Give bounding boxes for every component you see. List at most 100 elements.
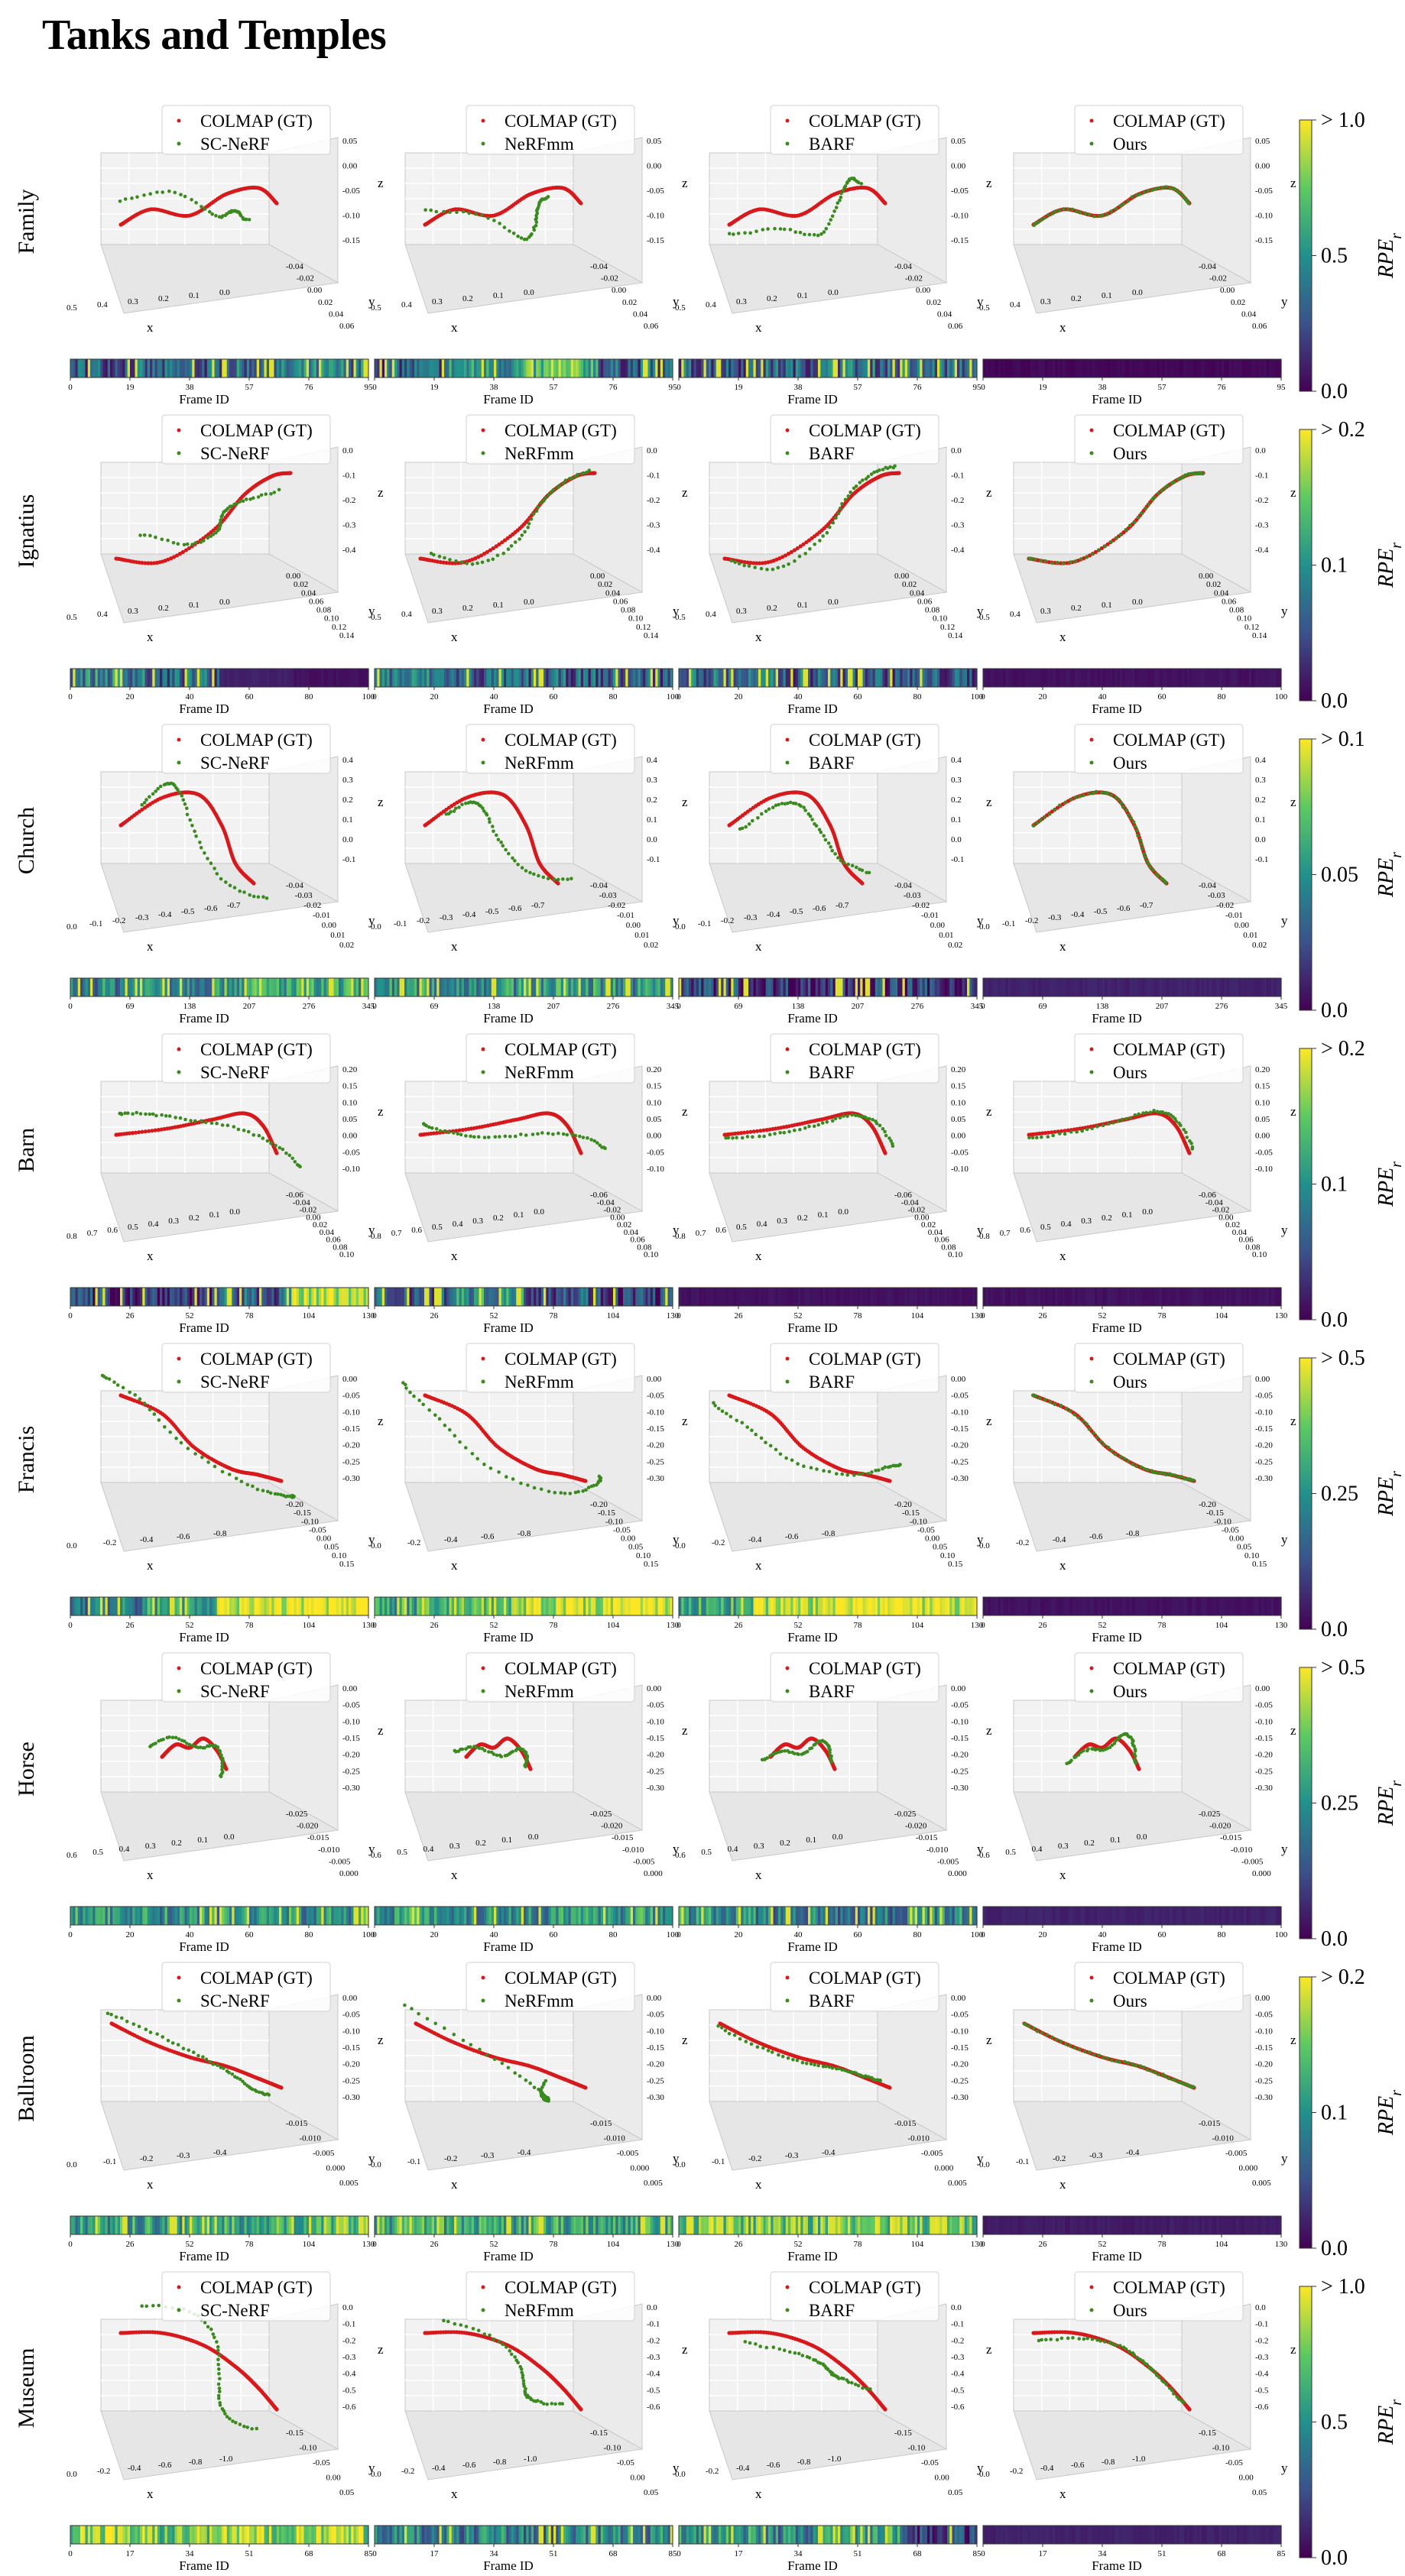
- rpe-cell: [112, 669, 116, 687]
- rpe-cell: [1234, 669, 1238, 687]
- x-tick-label: 0.2: [767, 294, 777, 303]
- z-tick-label: -0.3: [647, 521, 660, 530]
- y-tick-label: 0.10: [933, 614, 948, 624]
- method-point: [199, 846, 203, 850]
- method-point: [461, 209, 466, 214]
- method-point: [893, 464, 897, 468]
- rpe-cell: [620, 669, 624, 687]
- rpe-cell: [476, 669, 480, 687]
- rpe-cell: [790, 669, 794, 687]
- method-point: [527, 522, 531, 526]
- rpe-cell: [560, 669, 564, 687]
- method-point: [1073, 795, 1078, 799]
- rpe-cell: [1244, 669, 1248, 687]
- rpe-cell: [249, 359, 252, 377]
- rpe-cell: [686, 669, 690, 687]
- rpe-cell: [914, 359, 918, 377]
- gt-point: [1093, 549, 1098, 555]
- x-tick-label: -0.4: [158, 910, 172, 919]
- rpe-strip-frame: [70, 668, 369, 688]
- rpe-cell: [77, 669, 81, 687]
- rpe-cell: [858, 669, 861, 687]
- legend-method-marker: [481, 451, 485, 455]
- x-tick-label: 0.4: [1010, 300, 1020, 309]
- rpe-cell: [496, 669, 500, 687]
- method-point: [290, 1156, 295, 1161]
- method-point: [812, 1124, 816, 1129]
- frame-axis-label: Frame ID: [483, 392, 534, 407]
- rpe-cell: [1278, 669, 1282, 687]
- rpe-cell: [890, 359, 894, 377]
- method-point: [472, 1135, 476, 1139]
- rpe-cell: [855, 359, 858, 377]
- legend-gt-marker: [177, 428, 181, 433]
- method-point: [430, 1126, 434, 1130]
- rpe-cell: [1176, 359, 1180, 377]
- rpe-cell: [1124, 669, 1128, 687]
- gt-point: [1105, 542, 1110, 546]
- z-tick-label: -0.4: [951, 546, 965, 555]
- frame-tick-label: 0: [677, 692, 681, 702]
- y-tick-label: 0.08: [316, 606, 332, 615]
- y-tick-label: -0.03: [599, 891, 617, 900]
- rpe-cell: [474, 669, 477, 687]
- rpe-cell: [224, 669, 228, 687]
- rpe-cell: [77, 359, 81, 377]
- rpe-cell: [323, 359, 327, 377]
- rpe-cell: [531, 669, 534, 687]
- method-point: [561, 1132, 566, 1136]
- rpe-cell: [894, 359, 898, 377]
- rpe-cell: [385, 359, 388, 377]
- rpe-cell: [411, 359, 415, 377]
- legend-box: [161, 105, 331, 155]
- rpe-cell: [1246, 359, 1250, 377]
- method-point: [1185, 1136, 1189, 1139]
- method-point: [727, 232, 732, 236]
- rpe-cell: [937, 669, 940, 687]
- method-point: [540, 1131, 544, 1135]
- method-point: [1061, 207, 1066, 212]
- method-point: [565, 1132, 569, 1137]
- rpe-cell: [546, 669, 550, 687]
- method-point: [232, 886, 237, 889]
- rpe-strip: [983, 359, 1282, 377]
- rpe-cell: [962, 669, 965, 687]
- method-point: [202, 539, 206, 543]
- method-point: [238, 500, 242, 504]
- frame-axis-label: Frame ID: [179, 1320, 229, 1335]
- method-point: [781, 564, 786, 569]
- method-point: [544, 496, 547, 500]
- rpe-cell: [745, 359, 749, 377]
- method-point: [819, 830, 823, 834]
- z-tick-label: 0.2: [1255, 795, 1266, 805]
- rpe-cell: [957, 669, 960, 687]
- frame-axis-label: Frame ID: [1092, 702, 1142, 716]
- rpe-cell: [417, 359, 420, 377]
- gt-point: [482, 552, 487, 556]
- rpe-cell: [1023, 359, 1026, 377]
- frame-tick-label: 19: [430, 383, 440, 392]
- rpe-cell: [995, 359, 999, 377]
- method-point: [265, 1139, 270, 1143]
- rpe-cell: [550, 669, 554, 687]
- rpe-cell: [97, 359, 101, 377]
- method-point: [264, 896, 269, 900]
- rpe-cell: [271, 669, 275, 687]
- rpe-cell: [805, 669, 809, 687]
- rpe-cell: [1000, 359, 1004, 377]
- rpe-cell: [1254, 359, 1257, 377]
- rpe-cell: [917, 359, 920, 377]
- colorbar-label-main: RPE: [1374, 858, 1398, 898]
- z-tick-label: 0.00: [1255, 1132, 1270, 1141]
- method-point: [1092, 214, 1096, 219]
- method-point: [516, 235, 520, 238]
- rpe-cell: [531, 359, 534, 377]
- rpe-cell: [1194, 669, 1198, 687]
- rpe-cell: [706, 669, 709, 687]
- rpe-cell: [1149, 359, 1153, 377]
- z-tick-label: 0.4: [951, 756, 962, 765]
- x-tick-label: 0.1: [1122, 1210, 1133, 1220]
- method-point: [787, 562, 790, 566]
